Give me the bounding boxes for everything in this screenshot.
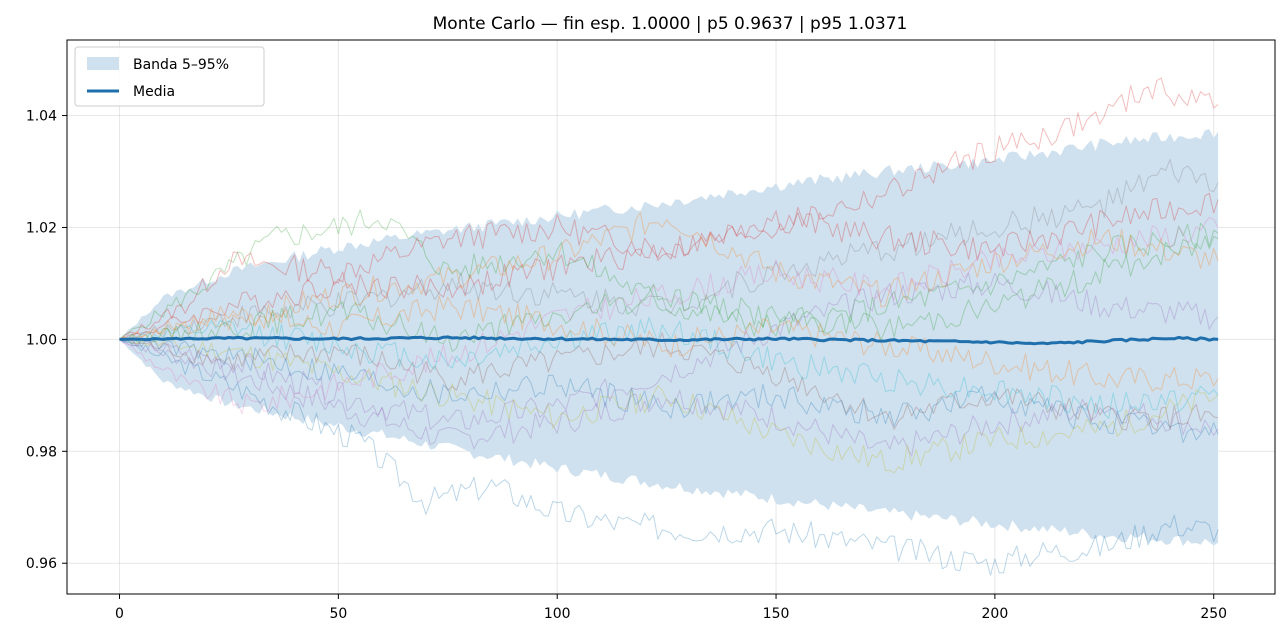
simulation-path-12 [119, 235, 1219, 352]
simulation-path-14 [119, 295, 1219, 392]
mean-line [119, 335, 1219, 346]
y-tick-label-4: 1.04 [26, 109, 57, 125]
y-tick-label-2: 1.00 [26, 332, 57, 348]
y-axis: 0.96 0.98 1.00 1.02 1.04 [26, 109, 67, 572]
x-tick-label-1: 50 [329, 606, 347, 622]
legend-band-label: Banda 5–95% [133, 57, 229, 73]
chart-title: Monte Carlo — fin esp. 1.0000 | p5 0.963… [433, 14, 908, 34]
simulation-path-1 [119, 77, 1219, 341]
x-tick-label-0: 0 [115, 606, 124, 622]
x-tick-label-4: 200 [982, 606, 1009, 622]
band-layer [119, 129, 1219, 547]
simulation-path-7 [119, 158, 1219, 341]
simulation-path-10 [119, 192, 1219, 340]
simulation-path-4 [119, 338, 1219, 457]
x-axis: 0 50 100 150 200 250 [115, 594, 1227, 622]
x-tick-label-5: 250 [1200, 606, 1227, 622]
simulation-path-3 [119, 212, 1219, 342]
simulation-path-6 [119, 216, 1219, 415]
x-tick-label-2: 100 [544, 606, 571, 622]
legend-band-swatch [87, 57, 119, 70]
x-tick-label-3: 150 [763, 606, 790, 622]
y-tick-label-0: 0.96 [26, 556, 57, 572]
mean-layer [119, 335, 1219, 346]
simulation-path-2 [119, 209, 1219, 340]
legend-mean-label: Media [133, 84, 175, 100]
plot-frame [66, 39, 1276, 595]
legend-box [74, 46, 265, 107]
simulation-path-9 [119, 317, 1219, 419]
simulation-path-13 [119, 337, 1219, 443]
legend: Banda 5–95% Media [74, 46, 265, 107]
y-tick-label-3: 1.02 [26, 220, 57, 236]
simulation-path-5 [119, 332, 1219, 432]
simulation-paths [119, 77, 1219, 576]
band-5-95 [119, 129, 1219, 547]
simulation-path-11 [119, 272, 1219, 430]
y-tick-label-1: 0.98 [26, 444, 57, 460]
simulation-path-8 [119, 337, 1219, 474]
simulation-path-0 [119, 338, 1219, 576]
